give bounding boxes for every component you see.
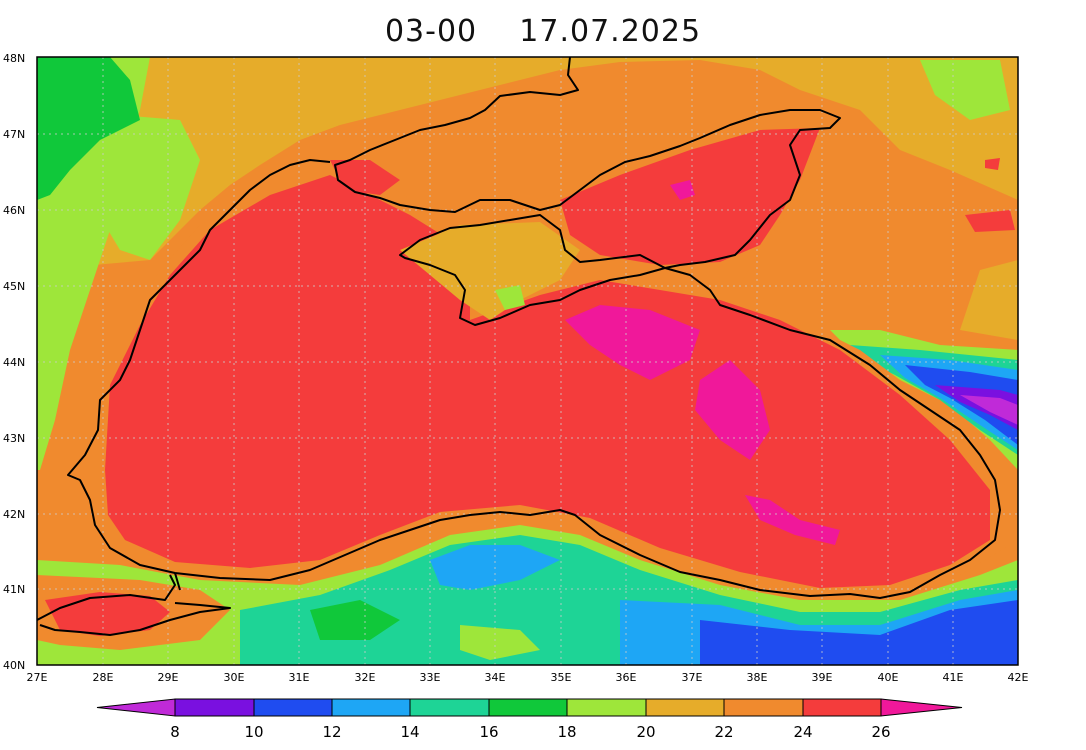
colorbar-tick-label: 20	[636, 723, 655, 741]
colorbar-tick-label: 18	[557, 723, 576, 741]
map-title: 03-00 17.07.2025	[384, 14, 702, 49]
field-22-east	[960, 260, 1018, 340]
field-20-south2	[460, 625, 540, 660]
coastline-bosporus	[174, 572, 181, 591]
field-22-crimea	[400, 222, 580, 320]
lon-label: 27E	[27, 671, 48, 684]
coastline-crimea	[399, 214, 666, 326]
colorbar-tick-label: 24	[793, 723, 812, 741]
field-26-east2	[965, 210, 1015, 232]
colorbar-segment	[488, 698, 568, 717]
map-frame	[36, 56, 1019, 666]
colorbar-segment	[409, 698, 490, 717]
colorbar-segment	[174, 698, 255, 717]
colorbar-high-arrow	[880, 698, 963, 717]
colorbar-segment	[253, 698, 333, 717]
field-22-north	[37, 57, 1018, 270]
coastline	[37, 57, 1001, 636]
coastline-marmara	[37, 574, 231, 636]
colorbar-tick-label: 26	[871, 723, 890, 741]
lon-label: 31E	[289, 671, 310, 684]
colorbar-segment	[566, 698, 647, 717]
lon-label: 30E	[224, 671, 245, 684]
colorbar-segment	[331, 698, 411, 717]
lon-label: 42E	[1008, 671, 1029, 684]
field-12-se	[905, 365, 1018, 445]
lat-label: 40N	[3, 659, 25, 672]
field-26-sea	[105, 175, 990, 588]
field-20-crimea	[495, 285, 525, 310]
lon-label: 32E	[355, 671, 376, 684]
field-18-nw	[37, 57, 140, 200]
field-12-south	[700, 600, 1018, 665]
field-20-west2	[60, 110, 200, 260]
lat-label: 44N	[3, 356, 25, 369]
lat-axis: 48N 47N 46N 45N 44N 43N 42N 41N 40N	[3, 52, 25, 672]
lat-label: 47N	[3, 128, 25, 141]
field-28-spot1	[565, 305, 700, 380]
colorbar-tick-label: 16	[479, 723, 498, 741]
lat-label: 42N	[3, 508, 25, 521]
colorbar-segment	[645, 698, 725, 717]
colorbar-segment	[723, 698, 804, 717]
lon-label: 40E	[878, 671, 899, 684]
temperature-field	[37, 57, 1018, 665]
lon-label: 37E	[682, 671, 703, 684]
grid-lines	[37, 57, 1018, 665]
lat-label: 45N	[3, 280, 25, 293]
field-18-south	[310, 600, 400, 640]
colorbar-tick-label: 22	[714, 723, 733, 741]
field-28-spot3	[745, 495, 840, 545]
lon-label: 34E	[485, 671, 506, 684]
lat-label: 46N	[3, 204, 25, 217]
lon-label: 39E	[812, 671, 833, 684]
lon-label: 28E	[93, 671, 114, 684]
field-28-spot2	[695, 360, 770, 460]
lat-label: 43N	[3, 432, 25, 445]
colorbar-tick-label: 8	[170, 723, 180, 741]
coastline-black-sea	[67, 57, 1001, 599]
colorbar-tick-label: 12	[322, 723, 341, 741]
colorbar: 8 10 12 14 16 18 20 22 24 26	[96, 698, 963, 741]
lat-label: 41N	[3, 583, 25, 596]
field-10-se	[935, 385, 1018, 430]
lon-label: 41E	[943, 671, 964, 684]
lon-label: 36E	[616, 671, 637, 684]
field-26-east1	[985, 158, 1000, 170]
lon-label: 33E	[420, 671, 441, 684]
field-28-spot4	[670, 180, 695, 200]
field-8-se	[960, 395, 1018, 425]
colorbar-low-arrow	[96, 698, 176, 717]
lon-label: 29E	[158, 671, 179, 684]
field-20-east	[920, 60, 1010, 120]
colorbar-segment	[802, 698, 882, 717]
colorbar-tick-label: 10	[244, 723, 263, 741]
lon-axis: 27E 28E 29E 30E 31E 32E 33E 34E 35E 36E …	[27, 671, 1029, 684]
lon-label: 35E	[551, 671, 572, 684]
colorbar-tick-label: 14	[400, 723, 419, 741]
lon-label: 38E	[747, 671, 768, 684]
lat-label: 48N	[3, 52, 25, 65]
